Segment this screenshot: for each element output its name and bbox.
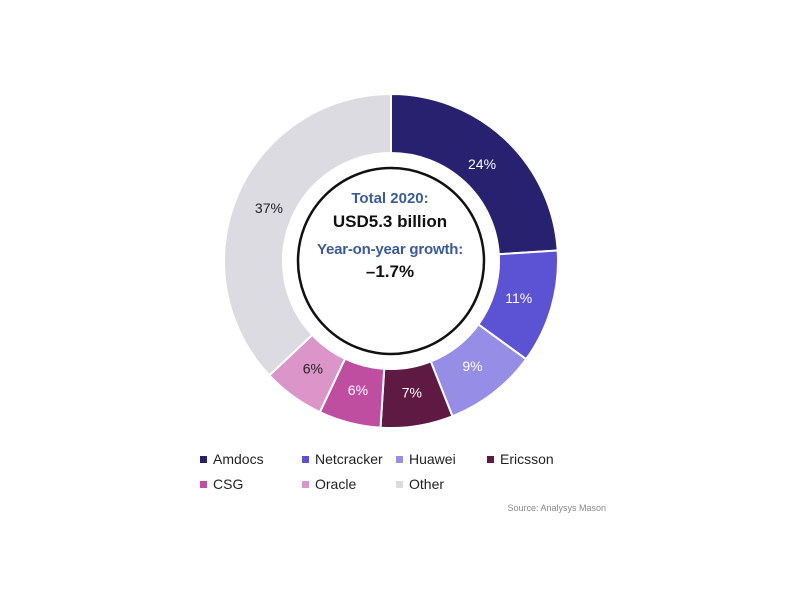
growth-value: –1.7% <box>365 262 415 281</box>
slice-label-other: 37% <box>255 200 283 216</box>
legend-label: Other <box>409 476 445 492</box>
donut-slices <box>223 92 559 429</box>
legend-label: Netcracker <box>315 451 383 467</box>
slice-label-oracle: 6% <box>303 361 323 377</box>
slice-label-csg: 6% <box>348 382 368 398</box>
slice-label-ericsson: 7% <box>402 384 422 400</box>
legend-label: CSG <box>213 476 244 492</box>
legend-swatch <box>302 480 309 488</box>
source-note: Source: Analysys Mason <box>507 503 606 513</box>
legend-swatch <box>396 480 403 488</box>
slice-labels: 24% 11% 9% 7% 6% 6% 37% <box>255 156 532 400</box>
legend-swatch <box>396 455 403 463</box>
legend-swatch <box>487 455 494 463</box>
legend-item-csg: CSG <box>200 476 243 492</box>
legend-label: Amdocs <box>213 451 264 467</box>
legend-item-ericsson: Ericsson <box>487 451 554 467</box>
slice-label-netcracker: 11% <box>505 290 532 306</box>
legend-label: Huawei <box>409 451 456 467</box>
legend-label: Oracle <box>315 476 357 492</box>
growth-label: Year-on-year growth: <box>316 241 464 258</box>
legend-label: Ericsson <box>500 451 554 467</box>
total-label: Total 2020: <box>351 190 429 207</box>
legend-swatch <box>200 480 207 488</box>
legend-item-amdocs: Amdocs <box>200 451 264 467</box>
slice-label-huawei: 9% <box>462 358 482 374</box>
slice-other <box>223 92 392 377</box>
legend-item-oracle: Oracle <box>302 476 356 492</box>
legend-item-huawei: Huawei <box>396 451 456 467</box>
total-value: USD5.3 billion <box>332 212 448 231</box>
legend-item-netcracker: Netcracker <box>302 451 383 467</box>
legend-swatch <box>200 455 207 463</box>
legend-swatch <box>302 455 309 463</box>
slice-label-amdocs: 24% <box>468 156 496 172</box>
center-summary: Total 2020: USD5.3 billion Year-on-year … <box>305 190 475 282</box>
legend-item-other: Other <box>396 476 444 492</box>
center-circle-outline <box>296 166 486 356</box>
